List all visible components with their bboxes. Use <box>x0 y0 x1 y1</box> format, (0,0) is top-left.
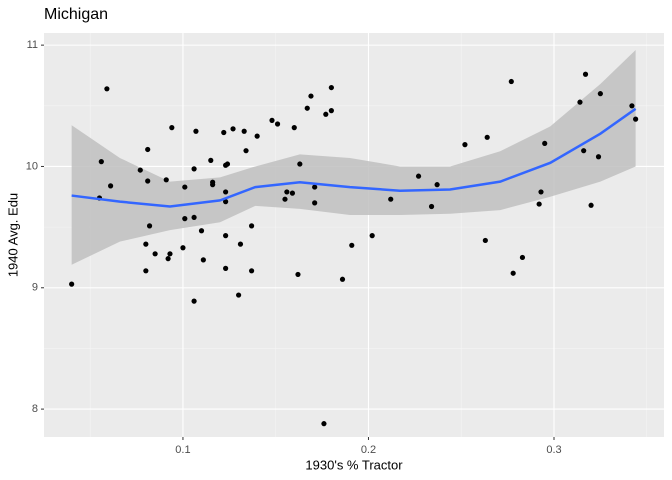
point <box>328 108 334 114</box>
point <box>323 111 329 117</box>
point <box>597 91 603 97</box>
point <box>208 157 214 163</box>
confidence-band <box>71 49 636 265</box>
point <box>241 128 247 134</box>
smooth-line <box>71 107 637 208</box>
point <box>308 93 314 99</box>
point <box>104 86 110 92</box>
point <box>167 251 173 257</box>
point <box>137 167 143 173</box>
point <box>254 133 260 139</box>
x-tick-label: 0.2 <box>361 444 376 456</box>
point <box>237 241 244 247</box>
point <box>221 129 227 136</box>
chart-title: Michigan <box>44 6 108 23</box>
point <box>542 140 548 147</box>
point <box>508 78 514 85</box>
point <box>69 281 75 287</box>
point <box>191 298 197 304</box>
point <box>484 134 490 140</box>
x-tick-label: 0.3 <box>546 444 561 456</box>
point <box>191 214 197 221</box>
x-tick-label: 0.1 <box>175 444 190 456</box>
point <box>145 146 151 153</box>
point <box>274 121 281 127</box>
point <box>145 178 151 184</box>
point <box>182 184 188 190</box>
point <box>143 268 149 274</box>
y-tick-label: 8 <box>32 403 38 415</box>
point <box>339 276 346 282</box>
point <box>304 105 310 111</box>
point <box>223 189 229 195</box>
point <box>223 265 229 271</box>
point <box>152 251 158 257</box>
point <box>191 166 197 172</box>
point <box>224 161 231 167</box>
point <box>248 223 255 229</box>
point <box>291 125 297 131</box>
point <box>538 189 544 195</box>
point <box>536 201 542 207</box>
point <box>165 256 171 262</box>
point <box>284 189 290 195</box>
point <box>321 421 327 427</box>
point <box>295 271 301 278</box>
point <box>428 203 435 210</box>
point <box>349 242 355 248</box>
point <box>223 199 229 205</box>
point <box>163 177 169 183</box>
point <box>482 237 488 244</box>
point <box>415 173 422 179</box>
point <box>588 202 594 208</box>
point <box>193 128 199 134</box>
point <box>297 161 303 167</box>
y-tick-label: 11 <box>27 39 38 51</box>
y-axis-label: 1940 Avg. Edu <box>5 193 20 277</box>
point <box>98 159 104 165</box>
point <box>582 71 589 77</box>
point <box>200 257 206 263</box>
point <box>243 148 249 154</box>
point <box>223 233 229 239</box>
point <box>210 179 216 185</box>
point <box>510 270 516 276</box>
point <box>434 182 440 188</box>
point <box>289 190 296 196</box>
point <box>198 228 205 234</box>
x-axis-label: 1930's % Tractor <box>305 457 403 472</box>
point <box>248 268 255 274</box>
point <box>108 183 114 189</box>
point <box>312 184 318 190</box>
point <box>577 99 583 105</box>
point <box>328 84 334 91</box>
point <box>369 233 375 239</box>
point <box>519 254 526 261</box>
y-tick-label: 10 <box>26 160 38 172</box>
point <box>236 292 242 298</box>
point <box>269 117 275 123</box>
point <box>388 196 394 202</box>
point <box>462 142 468 148</box>
point <box>629 103 635 109</box>
point <box>230 126 236 132</box>
point <box>312 200 318 206</box>
point <box>180 245 186 251</box>
point <box>581 148 587 154</box>
point <box>143 241 149 247</box>
point <box>146 223 153 229</box>
point <box>633 116 639 122</box>
y-tick-label: 9 <box>32 282 38 294</box>
point <box>182 216 188 222</box>
point <box>282 196 288 202</box>
point <box>595 154 602 160</box>
point <box>169 125 175 131</box>
